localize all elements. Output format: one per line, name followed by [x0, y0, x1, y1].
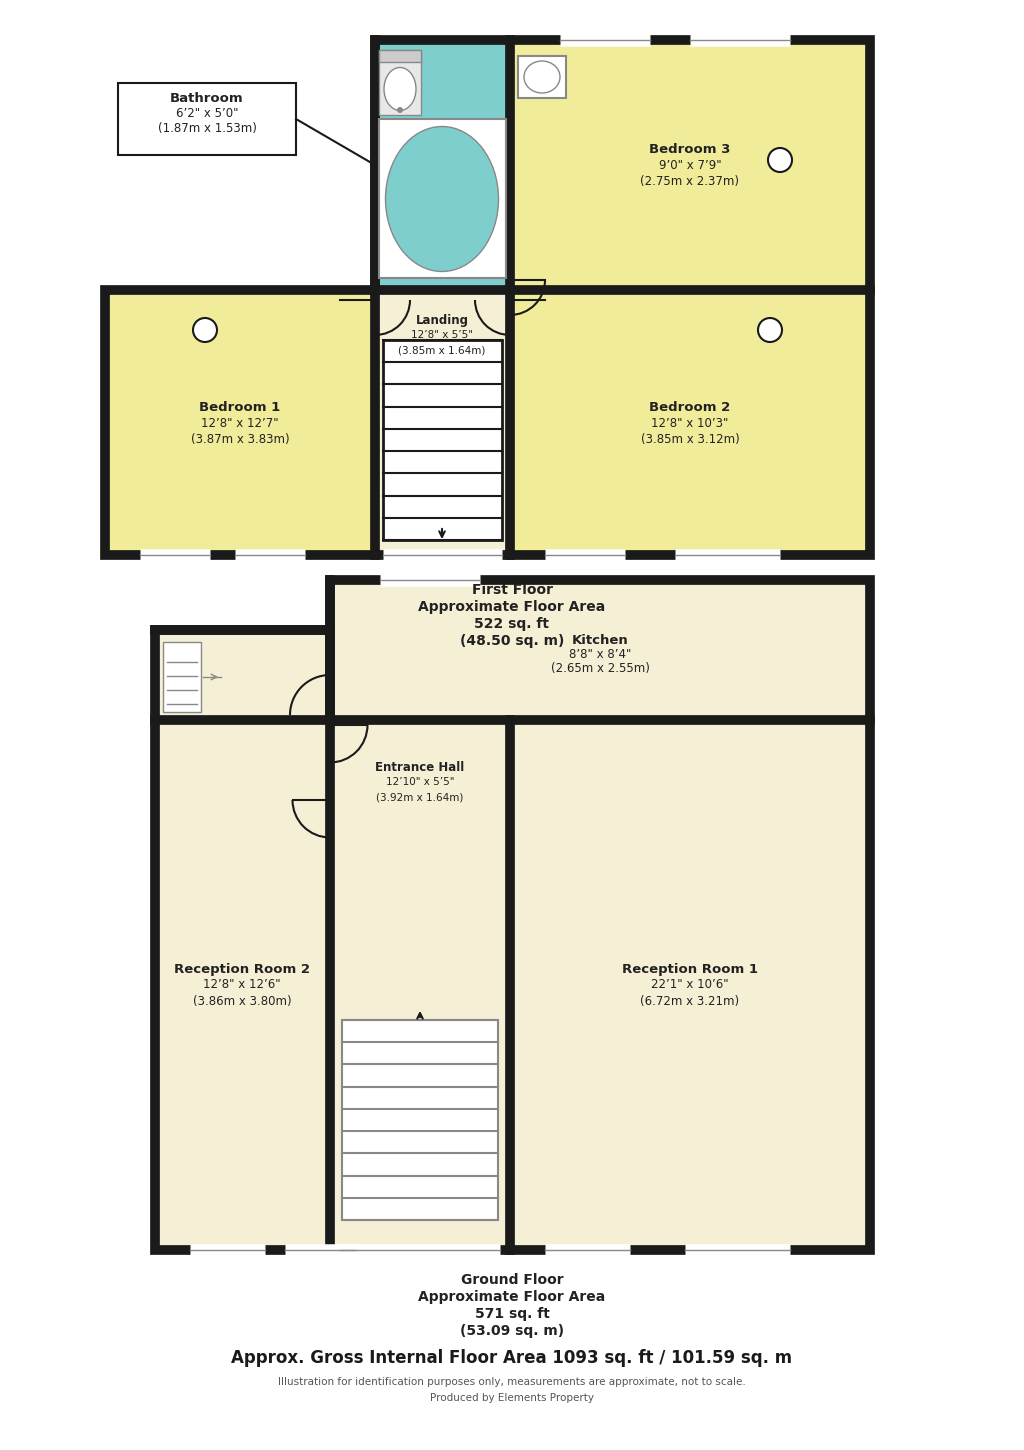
Text: 12’10" x 5’5": 12’10" x 5’5"	[386, 777, 455, 787]
Text: (48.50 sq. m): (48.50 sq. m)	[460, 634, 564, 648]
Text: Approx. Gross Internal Floor Area 1093 sq. ft / 101.59 sq. m: Approx. Gross Internal Floor Area 1093 s…	[231, 1348, 793, 1367]
Text: Bedroom 3: Bedroom 3	[649, 142, 731, 155]
Text: Bedroom 1: Bedroom 1	[200, 400, 281, 413]
Bar	[342, 1019, 498, 1219]
Text: Bedroom 2: Bedroom 2	[649, 400, 731, 413]
Bar	[379, 119, 506, 278]
Text: Produced by Elements Property: Produced by Elements Property	[430, 1393, 594, 1404]
Ellipse shape	[384, 68, 416, 110]
Bar	[163, 642, 201, 712]
Bar	[375, 290, 510, 555]
Circle shape	[193, 318, 217, 342]
Bar	[379, 119, 506, 278]
Text: 571 sq. ft: 571 sq. ft	[474, 1306, 550, 1321]
Text: (3.92m x 1.64m): (3.92m x 1.64m)	[376, 792, 464, 802]
Text: (53.09 sq. m): (53.09 sq. m)	[460, 1324, 564, 1338]
Bar	[383, 339, 502, 539]
Circle shape	[768, 148, 792, 173]
Text: (1.87m x 1.53m): (1.87m x 1.53m)	[158, 122, 256, 135]
Text: Reception Room 2: Reception Room 2	[174, 963, 310, 976]
Ellipse shape	[385, 126, 499, 271]
Text: Bathroom: Bathroom	[170, 91, 244, 104]
Text: (3.85m x 3.12m): (3.85m x 3.12m)	[641, 432, 739, 445]
Text: 12’8" x 12’7": 12’8" x 12’7"	[201, 416, 279, 429]
Text: Approximate Floor Area: Approximate Floor Area	[419, 600, 605, 613]
Text: (3.86m x 3.80m): (3.86m x 3.80m)	[193, 995, 291, 1008]
Bar	[510, 290, 870, 555]
Text: 522 sq. ft: 522 sq. ft	[474, 618, 550, 631]
Text: Ground Floor: Ground Floor	[461, 1273, 563, 1288]
Text: First Floor: First Floor	[471, 583, 553, 597]
Bar	[518, 57, 566, 99]
Text: 6’2" x 5’0": 6’2" x 5’0"	[176, 106, 239, 119]
Text: (2.65m x 2.55m): (2.65m x 2.55m)	[551, 661, 649, 674]
Text: 8’8" x 8’4": 8’8" x 8’4"	[568, 648, 631, 661]
Text: (3.85m x 1.64m): (3.85m x 1.64m)	[398, 345, 485, 355]
Circle shape	[397, 107, 403, 113]
Text: Landing: Landing	[416, 313, 469, 326]
Bar	[379, 49, 421, 115]
Ellipse shape	[524, 61, 560, 93]
Bar	[330, 580, 870, 721]
Bar	[379, 49, 421, 115]
Text: Entrance Hall: Entrance Hall	[376, 760, 465, 773]
Bar	[155, 629, 330, 721]
Bar	[379, 49, 421, 62]
Text: Illustration for identification purposes only, measurements are approximate, not: Illustration for identification purposes…	[279, 1378, 745, 1388]
Text: 12’8" x 5’5": 12’8" x 5’5"	[411, 331, 473, 339]
Text: 22’1" x 10’6": 22’1" x 10’6"	[651, 979, 729, 992]
Text: Approximate Floor Area: Approximate Floor Area	[419, 1290, 605, 1304]
Text: (3.87m x 3.83m): (3.87m x 3.83m)	[190, 432, 290, 445]
Text: Reception Room 1: Reception Room 1	[622, 963, 758, 976]
Bar	[155, 721, 870, 1250]
Bar	[118, 83, 296, 155]
Text: 12’8" x 10’3": 12’8" x 10’3"	[651, 416, 729, 429]
Text: (6.72m x 3.21m): (6.72m x 3.21m)	[640, 995, 739, 1008]
Text: 12’8" x 12’6": 12’8" x 12’6"	[203, 979, 281, 992]
Bar	[375, 41, 510, 290]
Circle shape	[758, 318, 782, 342]
Text: (2.75m x 2.37m): (2.75m x 2.37m)	[640, 174, 739, 187]
Bar	[518, 57, 566, 99]
Bar	[105, 290, 375, 555]
Bar	[510, 41, 870, 290]
Text: 9’0" x 7’9": 9’0" x 7’9"	[658, 158, 721, 171]
Text: Kitchen: Kitchen	[571, 634, 629, 647]
